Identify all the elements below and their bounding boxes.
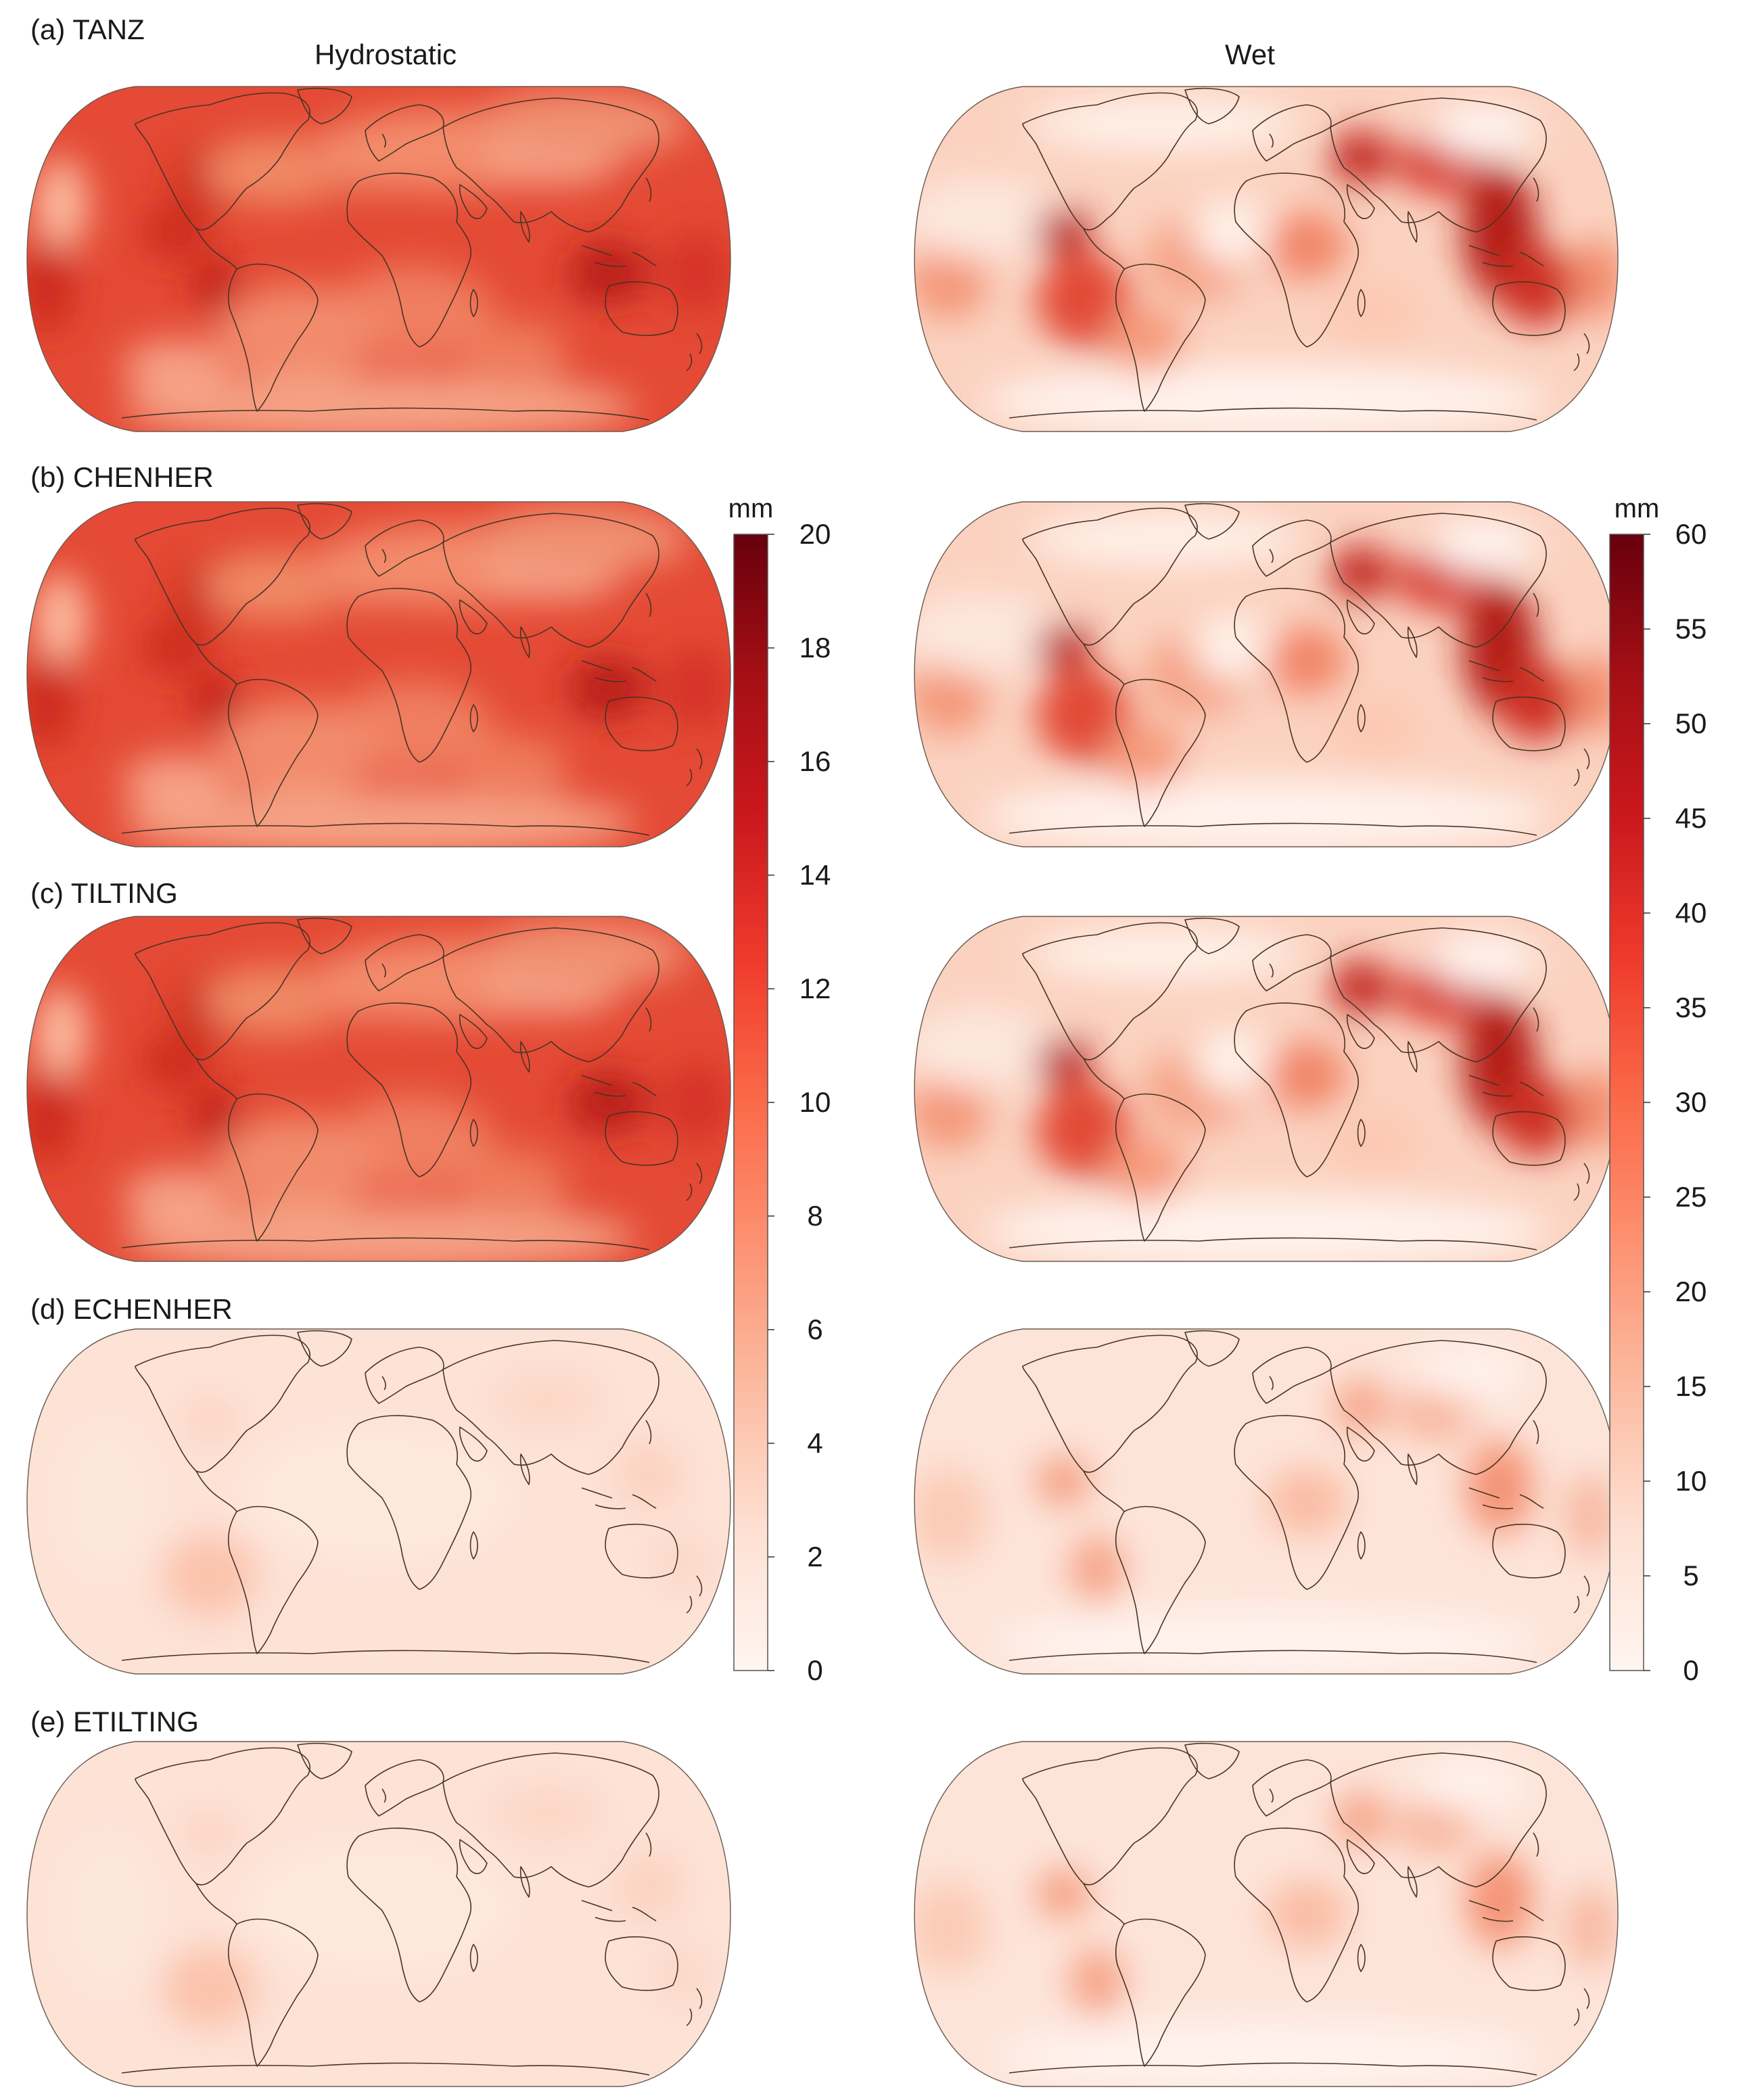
column-header-hydrostatic: Hydrostatic: [315, 39, 457, 70]
colorbar-hydrostatic-tick-label: 0: [807, 1654, 822, 1686]
colorbar-hydrostatic-tick-label: 8: [807, 1200, 822, 1232]
column-header-wet: Wet: [1225, 39, 1275, 70]
colorbar-hydrostatic: mm 0 2 4 6 8 10 12 14 16 18 20: [728, 494, 831, 1686]
colorbar-hydrostatic-tick-label: 2: [807, 1541, 822, 1572]
colorbar-wet-tick-label: 25: [1675, 1181, 1707, 1213]
colorbar-hydrostatic-tick-label: 10: [799, 1086, 831, 1118]
colorbar-wet-tick-label: 30: [1675, 1086, 1707, 1118]
colorbar-hydrostatic-tick-label: 20: [799, 518, 831, 550]
colorbar-hydrostatic-tick-label: 16: [799, 745, 831, 777]
colorbar-wet-tick-label: 40: [1675, 897, 1707, 929]
map-e-hydrostatic: [26, 1741, 731, 2087]
map-c-hydrostatic: [26, 916, 731, 1262]
map-a-hydrostatic: [26, 86, 731, 432]
colorbar-wet-tick-label: 5: [1683, 1560, 1698, 1591]
colorbar-hydrostatic-tick-label: 4: [807, 1427, 822, 1459]
panel-label-a: (a) TANZ: [30, 14, 145, 45]
map-d-hydrostatic: [26, 1328, 731, 1675]
panel-label-b: (b) CHENHER: [30, 461, 214, 493]
colorbar-wet-tick-label: 15: [1675, 1370, 1707, 1402]
colorbar-hydrostatic-tick-label: 14: [799, 859, 831, 891]
colorbar-hydrostatic-unit: mm: [728, 494, 774, 523]
colorbar-hydrostatic-ticks: 0 2 4 6 8 10 12 14 16 18 20: [768, 518, 831, 1686]
colorbar-wet-tick-label: 0: [1683, 1654, 1698, 1686]
colorbar-wet-tick-label: 45: [1675, 802, 1707, 834]
map-a-wet: [914, 86, 1619, 432]
colorbar-wet: mm 0 5 10 15 20 25 30 35 40 45 50 55 60: [1609, 494, 1707, 1686]
colorbar-wet-tick-label: 60: [1675, 518, 1707, 550]
map-b-wet: [914, 501, 1619, 847]
panel-label-e: (e) ETILTING: [30, 1706, 199, 1737]
colorbar-hydrostatic-tick-label: 12: [799, 973, 831, 1004]
map-d-wet: [914, 1328, 1619, 1675]
colorbar-hydrostatic-bar: [733, 534, 768, 1671]
panel-label-d: (d) ECHENHER: [30, 1293, 233, 1325]
colorbar-wet-unit: mm: [1615, 494, 1660, 523]
colorbar-wet-tick-label: 20: [1675, 1276, 1707, 1307]
colorbar-wet-bar: [1609, 534, 1644, 1671]
colorbar-wet-tick-label: 10: [1675, 1465, 1707, 1497]
colorbar-hydrostatic-tick-label: 6: [807, 1313, 822, 1345]
colorbar-hydrostatic-tick-label: 18: [799, 632, 831, 663]
colorbar-wet-tick-label: 35: [1675, 991, 1707, 1023]
map-c-wet: [914, 916, 1619, 1262]
map-e-wet: [914, 1741, 1619, 2087]
panel-label-c: (c) TILTING: [30, 877, 178, 909]
colorbar-wet-ticks: 0 5 10 15 20 25 30 35 40 45 50 55 60: [1644, 518, 1707, 1686]
map-b-hydrostatic: [26, 501, 731, 847]
colorbar-wet-tick-label: 50: [1675, 707, 1707, 739]
colorbar-wet-tick-label: 55: [1675, 613, 1707, 645]
